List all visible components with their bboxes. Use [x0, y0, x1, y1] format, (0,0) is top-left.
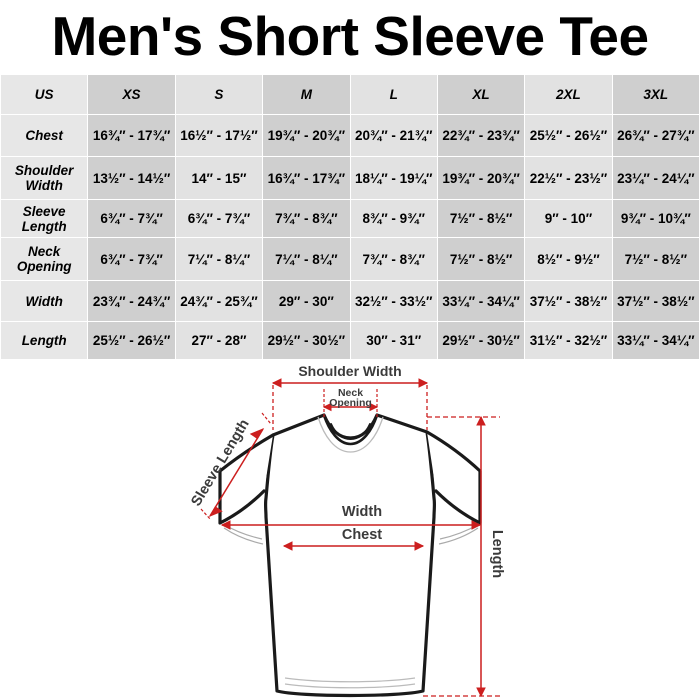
svg-text:Width: Width — [342, 504, 382, 520]
svg-text:Shoulder Width: Shoulder Width — [298, 363, 401, 379]
svg-text:Opening: Opening — [329, 397, 372, 409]
svg-text:Length: Length — [489, 530, 505, 578]
svg-text:Chest: Chest — [342, 527, 382, 543]
